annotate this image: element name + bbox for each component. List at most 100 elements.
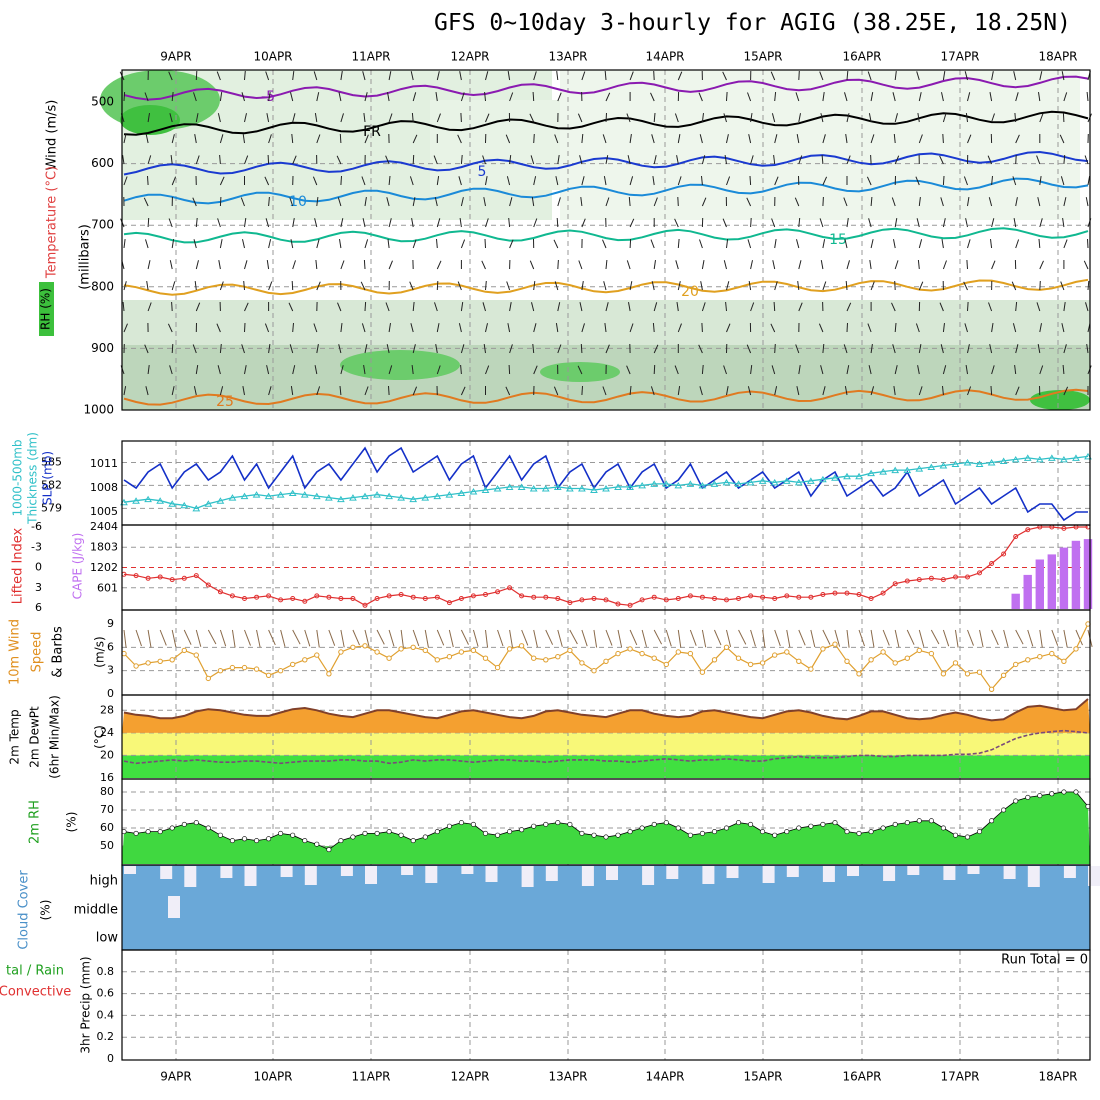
wind-barb [844,92,848,102]
precip-tick: 0.2 [97,1030,115,1043]
wind-barb-10m [593,629,598,648]
wind-barb [509,302,512,312]
wind-speed-marker [157,658,163,664]
rh-marker [856,830,862,836]
rh-marker [386,829,392,835]
lifted-index-marker [712,596,717,601]
lifted-index-marker [579,597,585,603]
thickness-marker [264,492,273,500]
wind-barb [195,70,198,81]
thickness-tick: 585 [41,455,62,468]
wind-barb [242,239,245,249]
wind-barb [798,155,803,165]
ylabel-cape: CAPE (J/kg) [71,533,85,600]
wind-speed-marker [446,654,453,660]
wind-speed-marker [591,668,597,674]
wind-barb [822,176,828,186]
wind-barb [244,70,246,81]
wind-barb [195,365,199,375]
wind-barb [629,281,633,291]
wind-barb [171,239,175,249]
wind-barb [434,197,438,207]
wind-barb [726,386,729,396]
rh-area [122,792,1090,864]
wind-barb [892,344,896,354]
thickness-marker [927,463,936,471]
wind-barb [846,113,850,123]
wind-barb [892,92,896,102]
wind-barb [991,365,995,375]
cloud-level-label: high [90,874,118,889]
wind-barb [1087,238,1089,249]
wind-barb [629,134,632,144]
wind-barb [822,134,826,144]
wind-barb [893,386,896,396]
wind-barb [677,238,680,249]
wind-barb-10m [918,629,925,647]
wind-barb [1060,176,1065,186]
rh-marker [1025,794,1031,800]
rh-marker [663,820,669,826]
wind-barb [626,260,631,270]
thickness-marker [770,478,779,486]
wind-speed-marker [759,660,766,666]
rh-marker [193,820,199,826]
wind-barb [316,344,319,354]
lifted-index-marker [639,597,645,603]
wind-barb [918,281,924,291]
wind-barb [1083,260,1089,270]
lifted-index-marker [555,596,561,601]
wind-barb [556,71,559,81]
wind-barb [363,365,366,375]
wind-barb-10m [557,629,563,647]
wind-speed-marker [615,650,621,657]
wind-barb [822,196,824,207]
wind-barb [750,217,752,228]
wind-speed-marker [687,650,694,657]
wind-speed-marker [772,652,778,658]
cloud-gap [1088,866,1100,886]
wind-barb-10m [292,629,301,645]
thickness-marker [939,462,948,469]
rh-marker [964,834,970,840]
wind-barb [144,344,149,354]
cloud-gap [847,866,859,876]
wind-barb [435,344,438,354]
ylabel-lifted-index: Lifted Index [11,527,26,604]
wind-barb-10m [1063,629,1068,648]
wind-speed-marker [458,649,465,655]
wind-barb [677,281,681,291]
lifted-index-marker [242,596,247,601]
wind-barb [1013,218,1017,228]
wind-barb [1037,197,1041,207]
rh-marker [627,829,633,835]
wind-speed-marker [350,644,356,650]
wind-speed-marker [832,641,838,647]
lifted-index-marker [1013,534,1019,539]
cloud-gap [786,866,799,877]
cloud-gap [220,866,233,878]
wind-barb [363,259,366,270]
wind-barb [171,343,174,354]
rh-marker [904,820,910,826]
wind-barb [388,113,393,123]
wind-barb [193,386,197,396]
thickness-marker [373,491,381,498]
wind-barb [457,281,462,291]
thickness-marker [469,488,478,495]
wind-barb [846,155,851,165]
wind-barb [963,281,968,291]
wind-barb [942,365,947,375]
wind-barb [650,386,655,396]
wind-barb [292,71,295,81]
wind-barb [870,92,874,102]
cape-tick: 1202 [90,561,118,574]
cloud-gap [340,866,353,876]
date-label-bottom: 12APR [450,1070,489,1084]
wind-barb-10m [533,629,538,648]
wind-barb [798,302,803,312]
wind-barb [411,112,414,123]
wind-barb [291,280,294,291]
wind-barb [675,260,679,270]
rh-marker [639,825,645,831]
